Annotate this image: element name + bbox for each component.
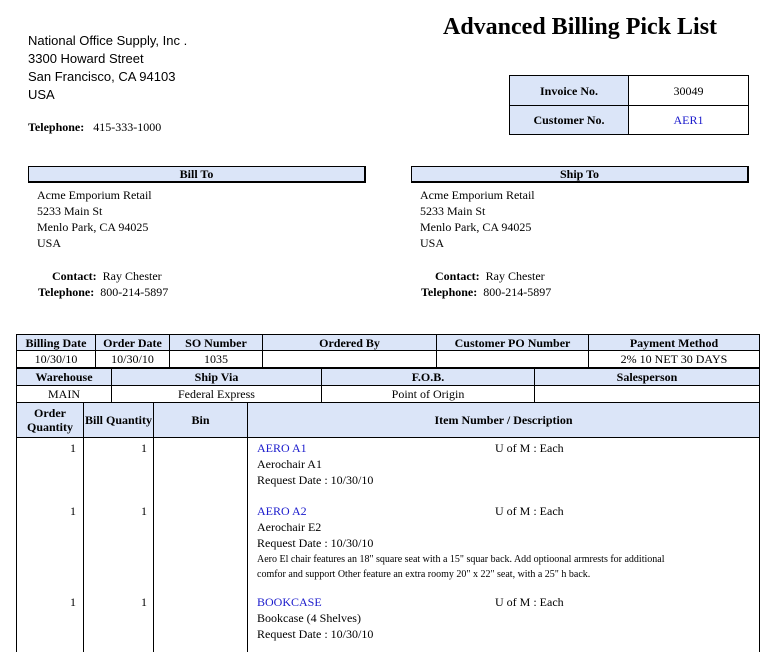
order-qty-column-header: Order Quantity	[16, 402, 84, 438]
so-number-value: 1035	[169, 350, 263, 368]
company-name: National Office Supply, Inc .	[28, 33, 188, 48]
unit-of-measure: U of M : Each	[495, 595, 564, 609]
order-date-header: Order Date	[95, 334, 170, 351]
invoice-number: 30049	[628, 75, 749, 106]
bill-qty-column-header: Bill Quantity	[83, 402, 154, 438]
column-divider	[153, 437, 154, 652]
bill-to-phone: 800-214-5897	[100, 285, 169, 299]
ship-to-street: 5233 Main St	[420, 204, 486, 218]
ship-to-contact: Ray Chester	[485, 269, 545, 283]
ship-to-phone: 800-214-5897	[483, 285, 552, 299]
bin-column-header: Bin	[153, 402, 248, 438]
ordered-by-value	[262, 350, 437, 368]
bill-quantity: 1	[141, 595, 147, 609]
bill-to-city: Menlo Park, CA 94025	[37, 220, 149, 234]
ship-to-name: Acme Emporium Retail	[420, 188, 535, 202]
item-note: Aero El chair features an 18" square sea…	[257, 554, 665, 580]
item-column-header: Item Number / Description	[247, 402, 760, 438]
salesperson-header: Salesperson	[534, 368, 760, 386]
ship-to-phone-line: Telephone: 800-214-5897	[421, 284, 551, 300]
bill-to-phone-line: Telephone: 800-214-5897	[38, 284, 168, 300]
company-phone-line: Telephone: 415-333-1000	[28, 119, 161, 135]
company-city: San Francisco, CA 94103	[28, 69, 176, 84]
item-number-link[interactable]: BOOKCASE	[257, 595, 322, 609]
column-divider	[247, 437, 248, 652]
bill-to-country: USA	[37, 236, 62, 250]
ship-to-contact-line: Contact: Ray Chester	[435, 268, 545, 284]
payment-method-value: 2% 10 NET 30 DAYS	[588, 350, 760, 368]
bill-to-name: Acme Emporium Retail	[37, 188, 152, 202]
fob-value: Point of Origin	[321, 385, 535, 403]
ship-to-city: Menlo Park, CA 94025	[420, 220, 532, 234]
bill-to-contact-line: Contact: Ray Chester	[52, 268, 162, 284]
invoice-label: Invoice No.	[509, 75, 629, 106]
fob-header: F.O.B.	[321, 368, 535, 386]
bill-to-contact-label: Contact:	[52, 269, 97, 283]
company-country: USA	[28, 87, 55, 102]
item-description: Aerochair E2	[257, 520, 322, 534]
column-divider	[83, 437, 84, 652]
order-quantity: 1	[70, 441, 76, 455]
request-date: Request Date : 10/30/10	[257, 473, 374, 487]
items-body-frame	[16, 437, 760, 652]
bill-quantity: 1	[141, 441, 147, 455]
customer-po-header: Customer PO Number	[436, 334, 589, 351]
bill-to-phone-label: Telephone:	[38, 285, 95, 299]
customer-number[interactable]: AER1	[628, 105, 749, 135]
bill-quantity: 1	[141, 504, 147, 518]
unit-of-measure: U of M : Each	[495, 504, 564, 518]
item-number-link[interactable]: AERO A2	[257, 504, 307, 518]
company-street: 3300 Howard Street	[28, 51, 144, 66]
warehouse-value: MAIN	[16, 385, 112, 403]
order-quantity: 1	[70, 504, 76, 518]
request-date: Request Date : 10/30/10	[257, 627, 374, 641]
order-date-value: 10/30/10	[95, 350, 170, 368]
item-number-link[interactable]: AERO A1	[257, 441, 307, 455]
ship-via-value: Federal Express	[111, 385, 322, 403]
salesperson-value	[534, 385, 760, 403]
billing-date-header: Billing Date	[16, 334, 96, 351]
ship-to-contact-label: Contact:	[435, 269, 480, 283]
ordered-by-header: Ordered By	[262, 334, 437, 351]
company-phone-label: Telephone:	[28, 120, 85, 134]
billing-date-value: 10/30/10	[16, 350, 96, 368]
unit-of-measure: U of M : Each	[495, 441, 564, 455]
warehouse-header: Warehouse	[16, 368, 112, 386]
page-title: Advanced Billing Pick List	[443, 14, 718, 40]
bill-to-contact: Ray Chester	[102, 269, 162, 283]
bill-to-street: 5233 Main St	[37, 204, 103, 218]
request-date: Request Date : 10/30/10	[257, 536, 374, 550]
customer-po-value	[436, 350, 589, 368]
customer-label: Customer No.	[509, 105, 629, 135]
ship-via-header: Ship Via	[111, 368, 322, 386]
item-description: Aerochair A1	[257, 457, 322, 471]
bill-to-header: Bill To	[28, 166, 366, 183]
order-quantity: 1	[70, 595, 76, 609]
ship-to-country: USA	[420, 236, 445, 250]
ship-to-address: Acme Emporium Retail 5233 Main St Menlo …	[420, 187, 535, 251]
ship-to-phone-label: Telephone:	[421, 285, 478, 299]
bill-to-address: Acme Emporium Retail 5233 Main St Menlo …	[37, 187, 152, 251]
so-number-header: SO Number	[169, 334, 263, 351]
payment-method-header: Payment Method	[588, 334, 760, 351]
company-phone: 415-333-1000	[93, 120, 162, 134]
item-description: Bookcase (4 Shelves)	[257, 611, 361, 625]
ship-to-header: Ship To	[411, 166, 749, 183]
company-address: National Office Supply, Inc . 3300 Howar…	[28, 32, 187, 104]
